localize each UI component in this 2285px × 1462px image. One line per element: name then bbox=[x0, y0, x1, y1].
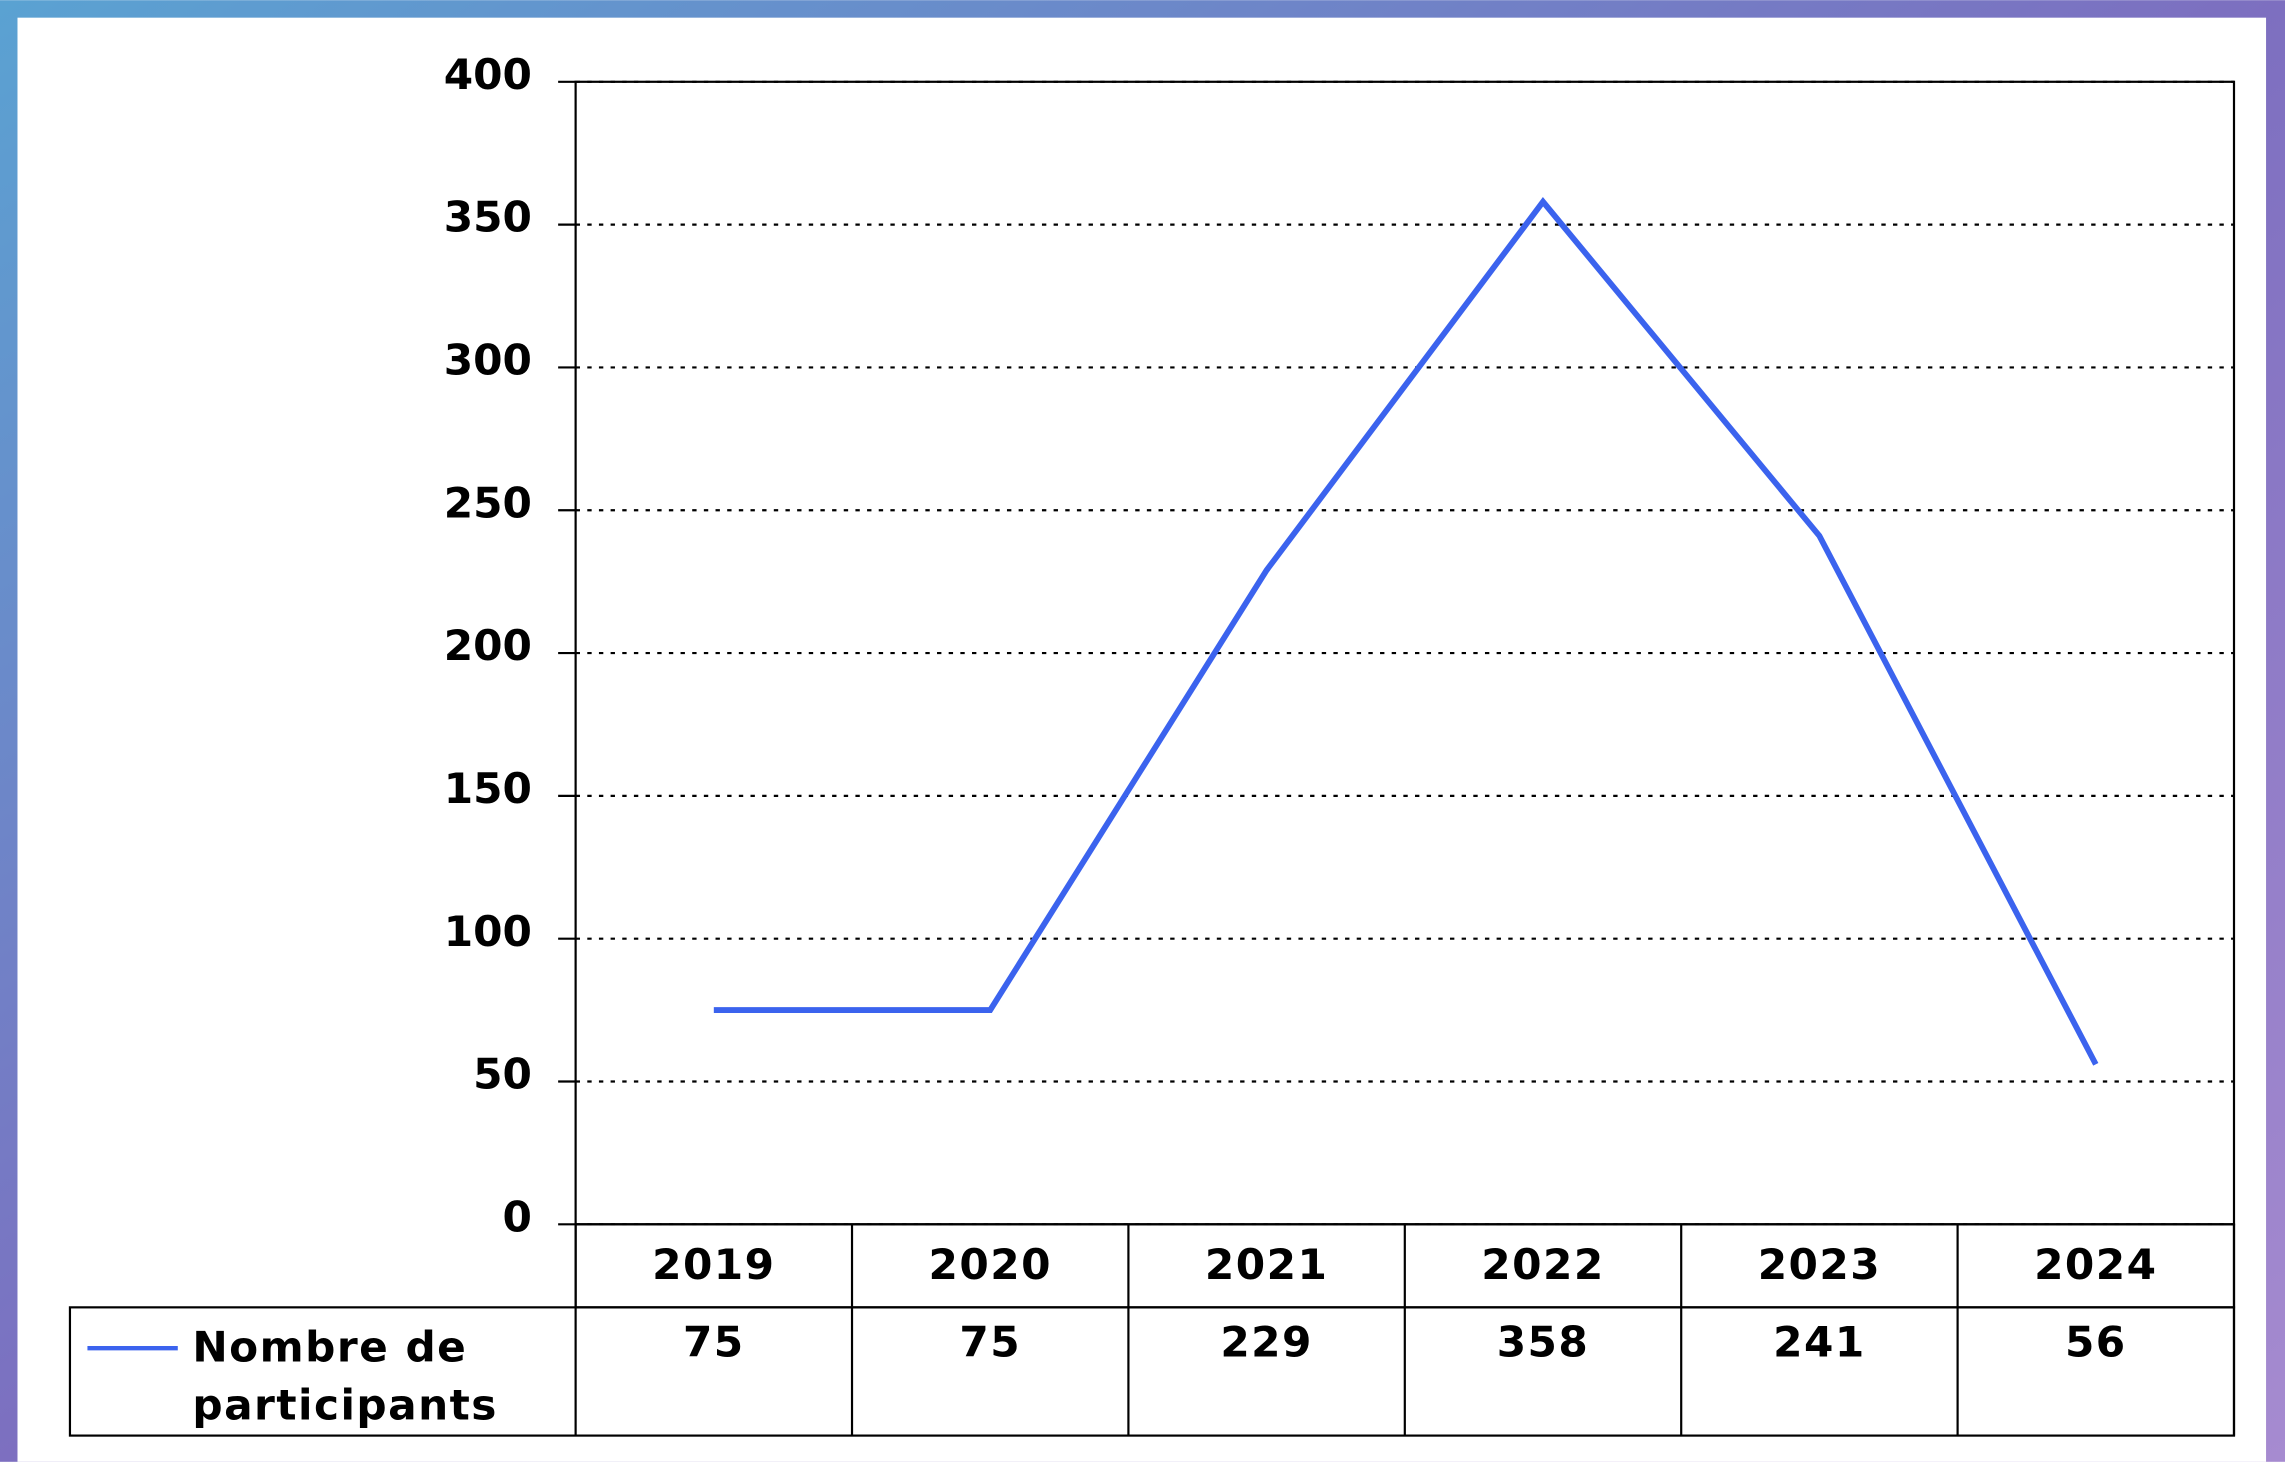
x-tick-label: 2021 bbox=[1205, 1240, 1328, 1289]
y-tick-label: 300 bbox=[444, 336, 532, 385]
chart-area bbox=[17, 17, 2267, 1462]
x-tick-label: 2023 bbox=[1758, 1240, 1881, 1289]
data-line bbox=[713, 197, 2099, 1066]
y-tick-label: 150 bbox=[444, 764, 532, 813]
x-tick-label: 2022 bbox=[1481, 1240, 1604, 1289]
table-value: 229 bbox=[1220, 1318, 1313, 1367]
y-tick-label: 200 bbox=[444, 621, 532, 670]
y-tick-label: 400 bbox=[444, 50, 532, 99]
y-tick-label: 0 bbox=[502, 1192, 531, 1241]
table-value: 358 bbox=[1497, 1318, 1590, 1367]
legend-entry: Nombre de participants bbox=[192, 1321, 498, 1430]
y-tick-label: 350 bbox=[444, 193, 532, 242]
legend-label: Nombre de participants bbox=[192, 1321, 498, 1430]
table-value: 56 bbox=[2065, 1318, 2127, 1367]
x-tick-label: 2024 bbox=[2034, 1240, 2157, 1289]
y-tick-label: 250 bbox=[444, 478, 532, 527]
table-value: 75 bbox=[683, 1318, 745, 1367]
y-tick-label: 100 bbox=[444, 907, 532, 956]
x-tick-label: 2019 bbox=[652, 1240, 775, 1289]
table-value: 241 bbox=[1773, 1318, 1866, 1367]
table-value: 75 bbox=[959, 1318, 1021, 1367]
y-tick-label: 50 bbox=[473, 1050, 532, 1099]
x-tick-label: 2020 bbox=[929, 1240, 1052, 1289]
